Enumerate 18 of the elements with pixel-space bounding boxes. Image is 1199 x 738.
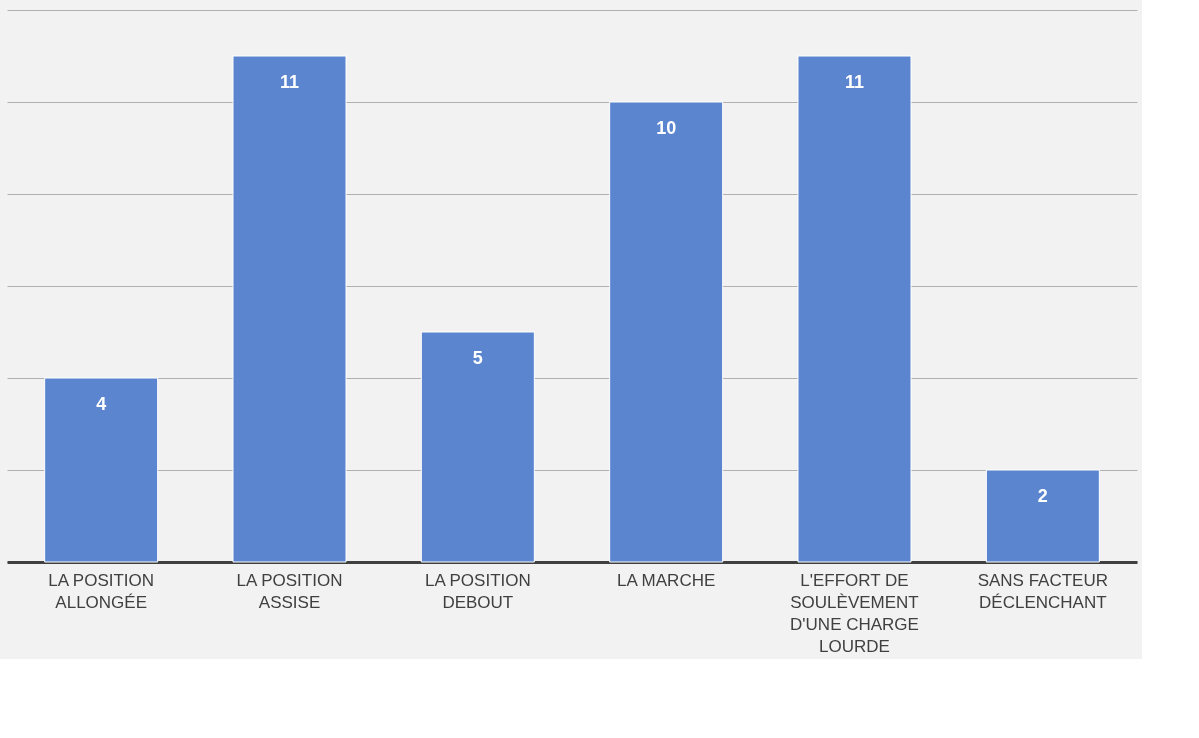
bar [797, 55, 912, 563]
data-label: 11 [844, 72, 865, 92]
bar [44, 377, 159, 563]
x-tick-label: LA POSITION ALLONGÉE [48, 570, 155, 612]
x-tick-label: LA MARCHE [617, 570, 716, 590]
data-label: 11 [279, 72, 300, 92]
bar [420, 331, 535, 563]
data-label: 5 [472, 348, 483, 368]
x-tick-label: LA POSITION ASSISE [236, 570, 343, 612]
bar [985, 469, 1100, 563]
bar [609, 101, 724, 563]
x-tick-label: L'EFFORT DE SOULÈVEMENT D'UNE CHARGE LOURDE [790, 570, 919, 656]
x-tick-label: LA POSITION DEBOUT [424, 570, 531, 612]
data-label: 2 [1037, 486, 1048, 506]
data-label: 10 [656, 118, 677, 138]
x-tick-label: SANS FACTEUR DÉCLENCHANT [977, 570, 1109, 612]
bar [232, 55, 347, 563]
data-label: 4 [96, 394, 107, 414]
